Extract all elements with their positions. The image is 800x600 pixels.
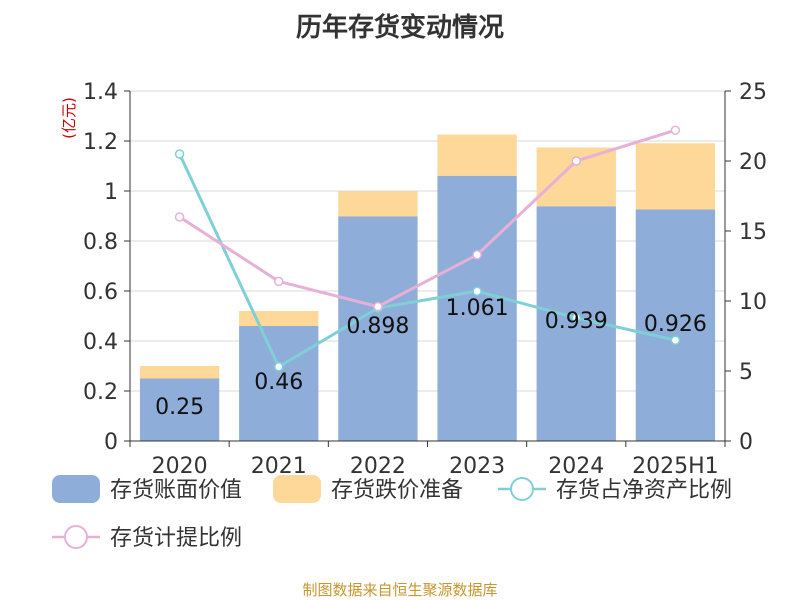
bars	[139, 134, 716, 441]
bar-value-label: 0.926	[644, 312, 707, 337]
bar-impairment	[239, 311, 319, 326]
series-point-2	[373, 301, 383, 312]
chart-title: 历年存货变动情况	[296, 12, 504, 43]
y-left-tick-label: 0.6	[83, 280, 118, 305]
y-left-tick-label: 0	[104, 430, 118, 455]
series-point-1	[670, 335, 681, 345]
bar-impairment	[338, 191, 418, 217]
series-point-2	[274, 276, 284, 287]
y-right-tick-label: 20	[739, 150, 767, 175]
legend-swatch	[273, 475, 321, 503]
y-left-tick-label: 1	[104, 180, 118, 205]
legend-swatch	[52, 475, 100, 503]
bar-book-value	[338, 216, 418, 441]
y-right-tick-label: 0	[739, 430, 753, 455]
bar-value-label: 0.46	[254, 370, 303, 395]
source-note: 制图数据来自恒生聚源数据库	[302, 581, 497, 599]
bar-impairment	[635, 143, 716, 210]
series-point-1	[571, 313, 581, 323]
series-point-2	[472, 250, 482, 260]
y-left-tick-label: 1.2	[83, 130, 118, 155]
lines	[174, 125, 681, 372]
series-point-2	[670, 125, 681, 135]
series-point-1	[174, 149, 185, 159]
x-tick-label: 2025H1	[632, 454, 719, 479]
bar-book-value	[139, 378, 220, 441]
x-tick-label: 2024	[548, 454, 604, 479]
bar-book-value	[437, 175, 517, 441]
bar-value-label: 0.898	[346, 314, 409, 339]
y-right-tick-label: 15	[739, 220, 767, 245]
axes: 0 0.2 0.4 0.6 0.8 1 1.2 1.4 0 5 10 15 20 25 2020 2021 20…	[83, 80, 767, 479]
series-point-2	[174, 212, 185, 222]
y-left-unit-label: (亿元)	[60, 97, 78, 139]
x-tick-label: 2022	[350, 454, 406, 479]
bar-impairment	[139, 366, 220, 379]
x-tick-label: 2020	[152, 454, 208, 479]
legend-label: 存货跌价准备	[331, 478, 463, 503]
bar-value-label: 0.25	[155, 395, 204, 420]
data-labels: 0.25 0.46 0.898 1.061 0.939 0.926	[155, 296, 707, 420]
bar-value-label: 0.939	[545, 309, 608, 334]
bar-impairment	[437, 134, 517, 176]
gridlines	[130, 90, 725, 392]
series-line-2	[178, 128, 676, 309]
bar-value-label: 1.061	[446, 296, 509, 321]
y-left-tick-label: 1.4	[83, 80, 118, 105]
y-right-tick-label: 10	[739, 290, 767, 315]
bar-book-value	[635, 209, 716, 441]
y-left-tick-label: 0.8	[83, 230, 118, 255]
series-point-1	[472, 286, 482, 296]
series-point-2	[571, 156, 581, 166]
bar-book-value	[239, 326, 319, 441]
y-left-tick-label: 0.2	[83, 380, 118, 405]
x-tick-label: 2023	[449, 454, 505, 479]
y-right-tick-label: 25	[739, 80, 767, 105]
series-line-1	[178, 153, 676, 369]
legend-label: 存货计提比例	[110, 526, 242, 551]
legend-label: 存货占净资产比例	[556, 478, 732, 503]
legend-marker	[510, 477, 534, 501]
y-left-tick-label: 0.4	[83, 330, 118, 355]
x-tick-label: 2021	[251, 454, 307, 479]
y-right-tick-label: 5	[739, 360, 753, 385]
series-point-1	[274, 362, 284, 372]
legend-label: 存货账面价值	[110, 478, 242, 503]
legend-marker	[64, 525, 88, 549]
